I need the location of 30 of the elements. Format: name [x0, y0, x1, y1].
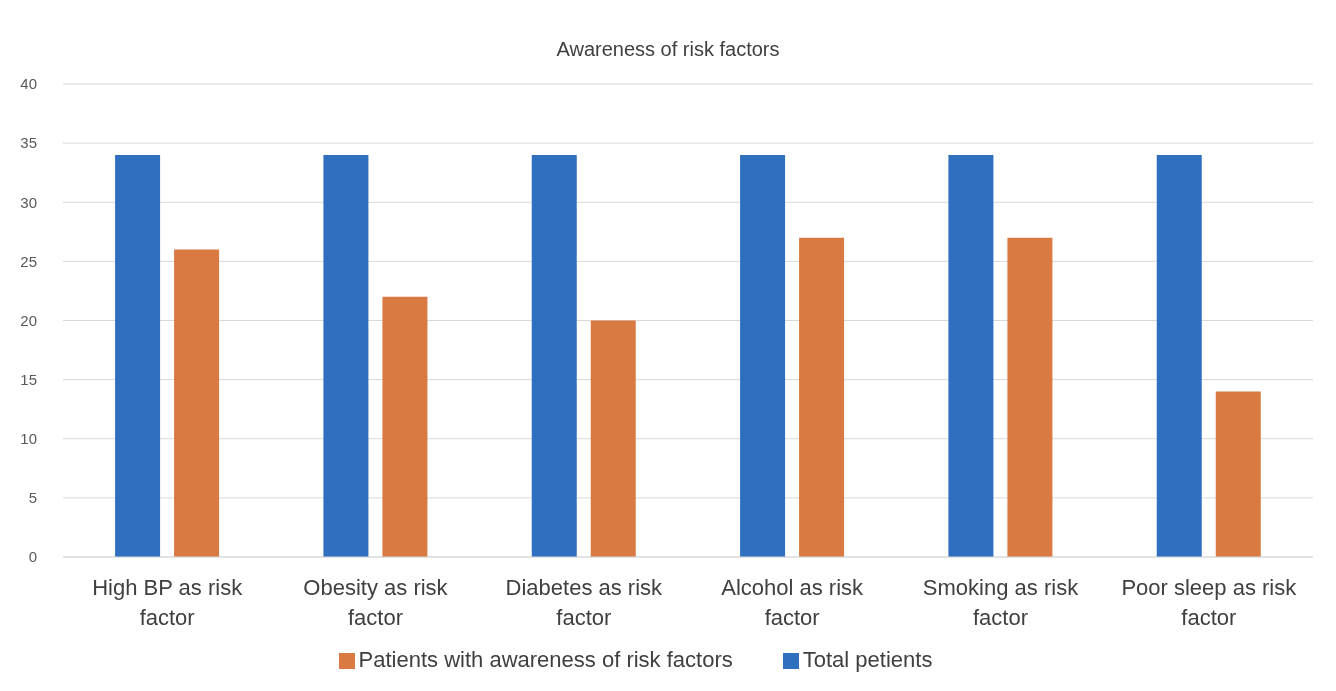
- x-tick-label: Obesity as risk factor: [303, 575, 449, 630]
- bar: [382, 296, 428, 557]
- x-tick-label: Smoking as risk factor: [922, 575, 1080, 630]
- y-tick-label: 10: [20, 430, 37, 448]
- x-tick-label: Poor sleep as risk factor: [1121, 575, 1298, 630]
- y-tick-label: 35: [20, 134, 37, 152]
- bar: [531, 154, 577, 557]
- y-tick-label: 40: [20, 75, 37, 93]
- x-tick-label: Diabetes as risk factor: [505, 575, 664, 630]
- bar: [590, 320, 636, 557]
- y-tick-label: 20: [20, 311, 37, 329]
- y-tick-label: 15: [20, 370, 37, 388]
- bar: [174, 249, 220, 557]
- x-tick-label: Alcohol as risk factor: [721, 575, 865, 630]
- y-tick-label: 5: [28, 489, 37, 507]
- legend-label: Total petients: [802, 647, 933, 672]
- bar: [799, 237, 845, 557]
- y-tick-label: 0: [28, 548, 37, 566]
- bar: [1007, 237, 1053, 557]
- x-tick-label: High BP as risk factor: [92, 575, 244, 630]
- bar: [115, 154, 161, 557]
- bar: [1156, 154, 1202, 557]
- legend-label: Patients with awareness of risk factors: [358, 647, 733, 672]
- bar: [948, 154, 994, 557]
- chart-title: Awareness of risk factors: [556, 38, 780, 60]
- y-tick-label: 25: [20, 252, 37, 270]
- bar: [323, 154, 369, 557]
- bar: [1215, 391, 1261, 557]
- y-tick-label: 30: [20, 193, 37, 211]
- bar: [740, 154, 786, 557]
